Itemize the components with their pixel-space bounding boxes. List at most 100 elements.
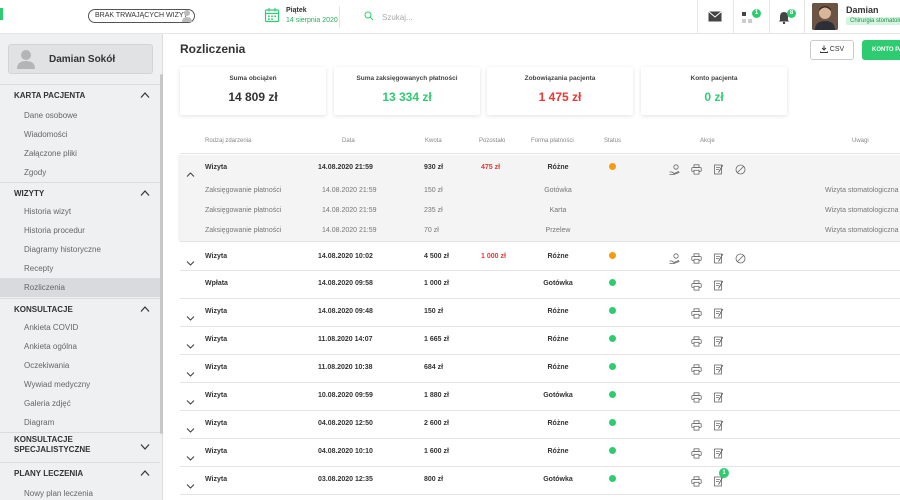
sidebar-item-dane-osobowe[interactable]: Dane osobowe (24, 111, 78, 120)
chevron-up-icon[interactable] (186, 165, 195, 177)
payment-icon[interactable] (669, 251, 680, 264)
user-icon[interactable] (181, 9, 193, 23)
sidebar-item-historia-procedur[interactable]: Historia procedur (24, 226, 85, 235)
chevron-down-icon[interactable] (186, 477, 195, 489)
sidebar-item-nowy-plan-leczenia[interactable]: Nowy plan leczenia (24, 489, 93, 498)
event-date: 14.08.2020 10:02 (318, 253, 373, 260)
event-date: 14.08.2020 21:59 (322, 227, 377, 234)
table-row[interactable]: Wizyta 11.08.2020 10:38 684 zł Różne (178, 354, 900, 382)
notes-icon[interactable] (713, 306, 724, 319)
column-header[interactable]: Data (342, 138, 355, 144)
event-amount: 2 600 zł (424, 420, 449, 427)
user-avatar[interactable] (812, 3, 838, 30)
sidebar-scrollbar[interactable] (160, 74, 163, 434)
sidebar-item-zgody[interactable]: Zgody (24, 168, 47, 177)
table-row[interactable]: Wizyta 10.08.2020 09:59 1 880 zł Gotówka (178, 382, 900, 410)
notes-icon[interactable] (713, 251, 724, 264)
sidebar-item-ankieta-covid[interactable]: Ankieta COVID (24, 323, 79, 332)
sidebar-item-zalaczone-pliki[interactable]: Załączone pliki (24, 149, 77, 158)
table-row[interactable]: Wizyta 11.08.2020 14:07 1 665 zł Różne (178, 326, 900, 354)
table-row[interactable]: Wizyta 14.08.2020 21:59 930 zł 475 zł Różne (178, 155, 900, 181)
chevron-up-icon[interactable] (140, 305, 150, 313)
column-header[interactable]: Forma płatności (531, 138, 574, 144)
notes-icon[interactable] (713, 390, 724, 403)
sidebar-item-ankieta-ogolna[interactable]: Ankieta ogólna (24, 342, 77, 351)
cancel-icon[interactable] (735, 251, 746, 264)
sidebar-item-recepty[interactable]: Recepty (24, 264, 54, 273)
sidebar-section-karta-pacjenta[interactable]: KARTA PACJENTA (0, 84, 160, 104)
notes-icon[interactable] (713, 474, 724, 487)
notes-icon[interactable] (713, 334, 724, 347)
notes-icon[interactable] (713, 362, 724, 375)
payment-form: Gotówka (543, 476, 573, 483)
card-label: Suma zaksięgowanych płatności (356, 75, 458, 82)
column-header[interactable]: Rodzaj zdarzenia (205, 138, 252, 144)
chevron-down-icon[interactable] (186, 393, 195, 405)
chevron-up-icon[interactable] (140, 189, 150, 197)
event-amount: 800 zł (424, 476, 444, 483)
chevron-down-icon[interactable] (186, 309, 195, 321)
print-icon[interactable] (691, 334, 702, 347)
print-icon[interactable] (691, 362, 702, 375)
sidebar-item-diagramy-historyczne[interactable]: Diagramy historyczne (24, 245, 101, 254)
notes-icon[interactable] (713, 162, 724, 175)
event-date: 03.08.2020 12:35 (318, 476, 373, 483)
print-icon[interactable] (691, 278, 702, 291)
cancel-icon[interactable] (735, 162, 746, 175)
patient-card[interactable]: Damian Sokół (8, 44, 153, 74)
sidebar-section-konsultacje[interactable]: KONSULTACJE (0, 298, 160, 318)
ongoing-visits-button[interactable]: BRAK TRWAJĄCYCH WIZYT (88, 9, 195, 23)
notes-icon[interactable] (713, 278, 724, 291)
print-icon[interactable] (691, 446, 702, 459)
chevron-down-icon[interactable] (140, 443, 150, 451)
mail-icon[interactable] (708, 11, 722, 22)
chevron-down-icon[interactable] (186, 421, 195, 433)
sidebar-section-wizyty[interactable]: WIZYTY (0, 182, 160, 202)
chevron-down-icon[interactable] (186, 337, 195, 349)
event-type: Wizyta (205, 253, 228, 260)
table-row[interactable]: Wpłata 14.08.2020 09:58 1 000 zł Gotówka (178, 270, 900, 298)
print-icon[interactable] (691, 418, 702, 431)
table-row[interactable]: Wizyta 03.08.2020 12:35 800 zł Gotówka 1 (178, 466, 900, 494)
sidebar-item-wiadomosci[interactable]: Wiadomości (24, 130, 68, 139)
print-icon[interactable] (691, 162, 702, 175)
sidebar-item-rozliczenia[interactable]: Rozliczenia (0, 278, 160, 297)
chevron-down-icon[interactable] (186, 449, 195, 461)
sidebar-item-historia-wizyt[interactable]: Historia wizyt (24, 207, 72, 216)
konto-pacjenta-button[interactable]: KONTO PACJENTA (862, 40, 900, 60)
print-icon[interactable] (691, 390, 702, 403)
event-type: Wizyta (205, 420, 228, 427)
bell-icon[interactable] (778, 11, 790, 24)
notes-icon[interactable] (713, 418, 724, 431)
column-header[interactable]: Kwota (425, 138, 442, 144)
sidebar-item-diagram[interactable]: Diagram (24, 418, 55, 427)
sidebar-item-wywiad-medyczny[interactable]: Wywiad medyczny (24, 380, 91, 389)
notes-icon[interactable] (713, 446, 724, 459)
table-row[interactable]: Wizyta 14.08.2020 09:48 150 zł Różne (178, 298, 900, 326)
payment-icon[interactable] (669, 162, 680, 175)
summary-card-konto: Konto pacjenta 0 zł (641, 67, 787, 115)
print-icon[interactable] (691, 306, 702, 319)
chevron-down-icon[interactable] (186, 365, 195, 377)
chevron-down-icon[interactable] (186, 254, 195, 266)
date-display[interactable]: Piątek 14 sierpnia 2020 (262, 6, 340, 28)
search-input[interactable] (382, 9, 662, 25)
print-icon[interactable] (691, 474, 702, 487)
table-row[interactable]: Wizyta 04.08.2020 12:50 2 600 zł Różne (178, 410, 900, 438)
sidebar-section-plany-leczenia[interactable]: PLANY LECZENIA (0, 462, 160, 482)
payment-form: Różne (547, 336, 569, 343)
sidebar-section-konsultacje-specjalistyczne[interactable]: KONSULTACJE SPECJALISTYCZNE (0, 432, 160, 460)
table-row[interactable]: Wizyta 04.08.2020 10:10 1 600 zł Różne (178, 438, 900, 466)
chevron-up-icon[interactable] (140, 91, 150, 99)
table-row[interactable]: Wizyta 14.08.2020 10:02 4 500 zł 1 000 zł Ró… (178, 243, 900, 270)
sidebar-item-oczekiwania[interactable]: Oczekiwania (24, 361, 70, 370)
column-header[interactable]: Pozostało (479, 138, 506, 144)
messages-icon[interactable] (742, 12, 756, 24)
csv-export-button[interactable]: CSV (810, 40, 854, 60)
column-header[interactable]: Status (604, 138, 622, 144)
print-icon[interactable] (691, 251, 702, 264)
search-box[interactable] (360, 6, 690, 28)
event-date: 14.08.2020 21:59 (322, 207, 377, 214)
sidebar-item-galeria-zdjec[interactable]: Galeria zdjęć (24, 399, 71, 408)
chevron-up-icon[interactable] (140, 469, 150, 477)
